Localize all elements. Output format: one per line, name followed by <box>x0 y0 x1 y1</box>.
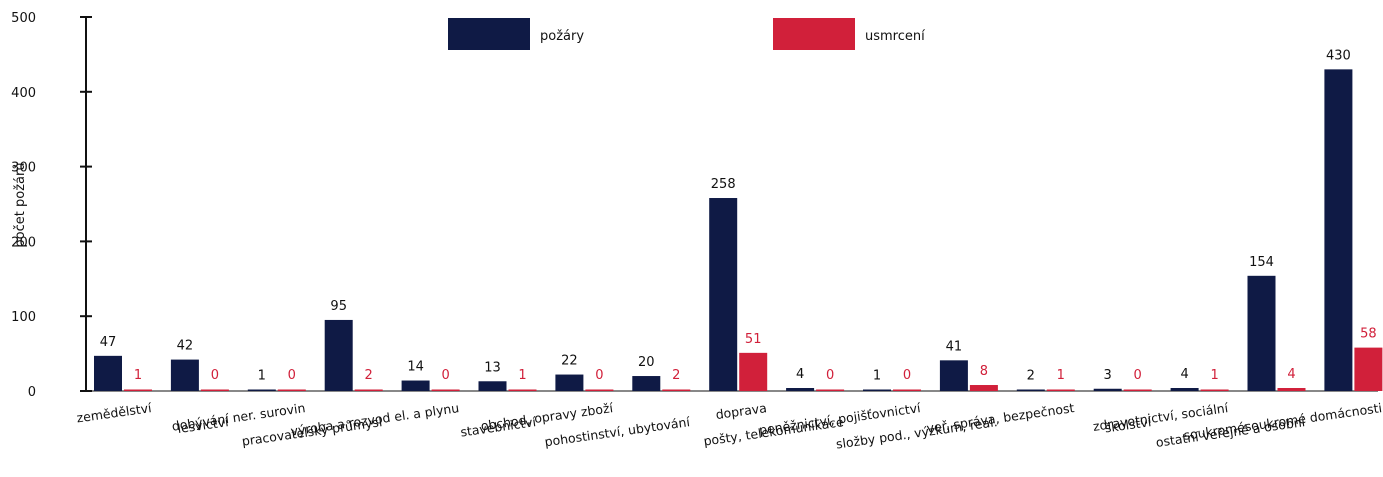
data-label-pozary: 41 <box>946 339 963 354</box>
bar-usmrceni <box>431 389 460 391</box>
bar-pozary <box>478 381 507 391</box>
data-label-usmrceni: 0 <box>211 368 219 383</box>
bar-usmrceni <box>1200 389 1229 391</box>
bar-usmrceni <box>277 389 306 391</box>
bar-usmrceni <box>739 352 768 391</box>
data-label-usmrceni: 1 <box>1210 368 1218 383</box>
bar-pozary <box>1093 388 1122 391</box>
y-axis-label: počet požárů <box>13 162 28 247</box>
data-label-pozary: 3 <box>1104 368 1112 383</box>
bars <box>94 69 1383 392</box>
bar-pozary <box>786 388 815 391</box>
bar-pozary <box>247 389 276 391</box>
bar-usmrceni <box>354 389 383 391</box>
data-label-pozary: 4 <box>1180 367 1188 382</box>
data-label-usmrceni: 0 <box>441 368 449 383</box>
bar-pozary <box>632 376 661 391</box>
y-tick-label: 300 <box>11 161 36 176</box>
data-label-usmrceni: 0 <box>903 368 911 383</box>
legend: požáry usmrcení <box>448 18 925 50</box>
data-label-usmrceni: 0 <box>288 368 296 383</box>
y-tick-label: 400 <box>11 86 36 101</box>
data-label-usmrceni: 0 <box>826 368 834 383</box>
data-label-pozary: 258 <box>711 177 736 192</box>
legend-swatch-usmrceni <box>773 18 855 50</box>
bar-pozary <box>401 380 430 391</box>
data-label-usmrceni: 0 <box>595 368 603 383</box>
bar-pozary <box>555 374 584 391</box>
bar-usmrceni <box>893 389 921 391</box>
bar-pozary <box>324 319 353 391</box>
data-label-usmrceni: 51 <box>745 332 762 347</box>
data-label-pozary: 20 <box>638 355 655 370</box>
bar-usmrceni <box>1046 389 1075 391</box>
bar-usmrceni <box>1354 347 1383 391</box>
bar-usmrceni <box>585 389 614 391</box>
legend-label-usmrceni: usmrcení <box>865 29 925 44</box>
category-label: doprava <box>715 400 768 422</box>
data-label-pozary: 22 <box>561 354 578 369</box>
y-tick-label: 100 <box>11 310 36 325</box>
data-label-usmrceni: 0 <box>1134 368 1142 383</box>
bar-usmrceni <box>662 389 691 391</box>
data-label-pozary: 430 <box>1326 48 1351 63</box>
data-label-pozary: 14 <box>407 360 424 375</box>
bar-pozary <box>94 355 122 391</box>
bar-pozary <box>170 359 199 391</box>
bar-usmrceni <box>1123 389 1152 391</box>
bar-usmrceni <box>816 389 845 391</box>
bar-usmrceni <box>124 389 152 391</box>
data-label-pozary: 1 <box>258 369 266 384</box>
data-label-usmrceni: 8 <box>980 364 988 379</box>
bar-usmrceni <box>1277 388 1306 391</box>
bar-pozary <box>1016 389 1045 391</box>
data-label-pozary: 4 <box>796 367 804 382</box>
data-label-pozary: 13 <box>484 360 501 375</box>
data-label-pozary: 1 <box>873 369 881 384</box>
bar-pozary <box>939 360 968 391</box>
y-tick-label: 500 <box>11 11 36 26</box>
bar-pozary <box>1170 388 1199 391</box>
data-label-usmrceni: 58 <box>1360 327 1377 342</box>
category-label: veř. správa, bezpečnost <box>926 400 1076 436</box>
legend-swatch-pozary <box>448 18 530 50</box>
data-label-usmrceni: 2 <box>672 368 680 383</box>
data-label-pozary: 154 <box>1249 255 1274 270</box>
legend-label-pozary: požáry <box>540 29 584 44</box>
y-tick-label: 0 <box>28 385 36 400</box>
category-label: výroba a rozvod el. a plynu <box>290 400 460 439</box>
data-label-pozary: 95 <box>330 299 347 314</box>
data-label-usmrceni: 1 <box>1057 368 1065 383</box>
bar-pozary <box>863 389 891 391</box>
data-label-pozary: 2 <box>1027 369 1035 384</box>
data-label-pozary: 42 <box>177 339 194 354</box>
category-label: lesvictví <box>177 414 230 436</box>
data-label-pozary: 47 <box>100 335 117 350</box>
data-label-usmrceni: 4 <box>1287 367 1295 382</box>
category-label: školství <box>1104 414 1153 435</box>
y-tick-label: 200 <box>11 235 36 250</box>
bar-usmrceni <box>200 389 229 391</box>
bar-pozary <box>1324 69 1353 392</box>
data-label-usmrceni: 2 <box>365 368 373 383</box>
data-label-usmrceni: 1 <box>518 368 526 383</box>
data-label-usmrceni: 1 <box>134 368 142 383</box>
bar-pozary <box>1247 275 1276 391</box>
bar-pozary <box>709 198 738 391</box>
bar-usmrceni <box>508 389 537 391</box>
category-label: zemědělství <box>76 400 153 425</box>
bar-usmrceni <box>969 385 998 391</box>
